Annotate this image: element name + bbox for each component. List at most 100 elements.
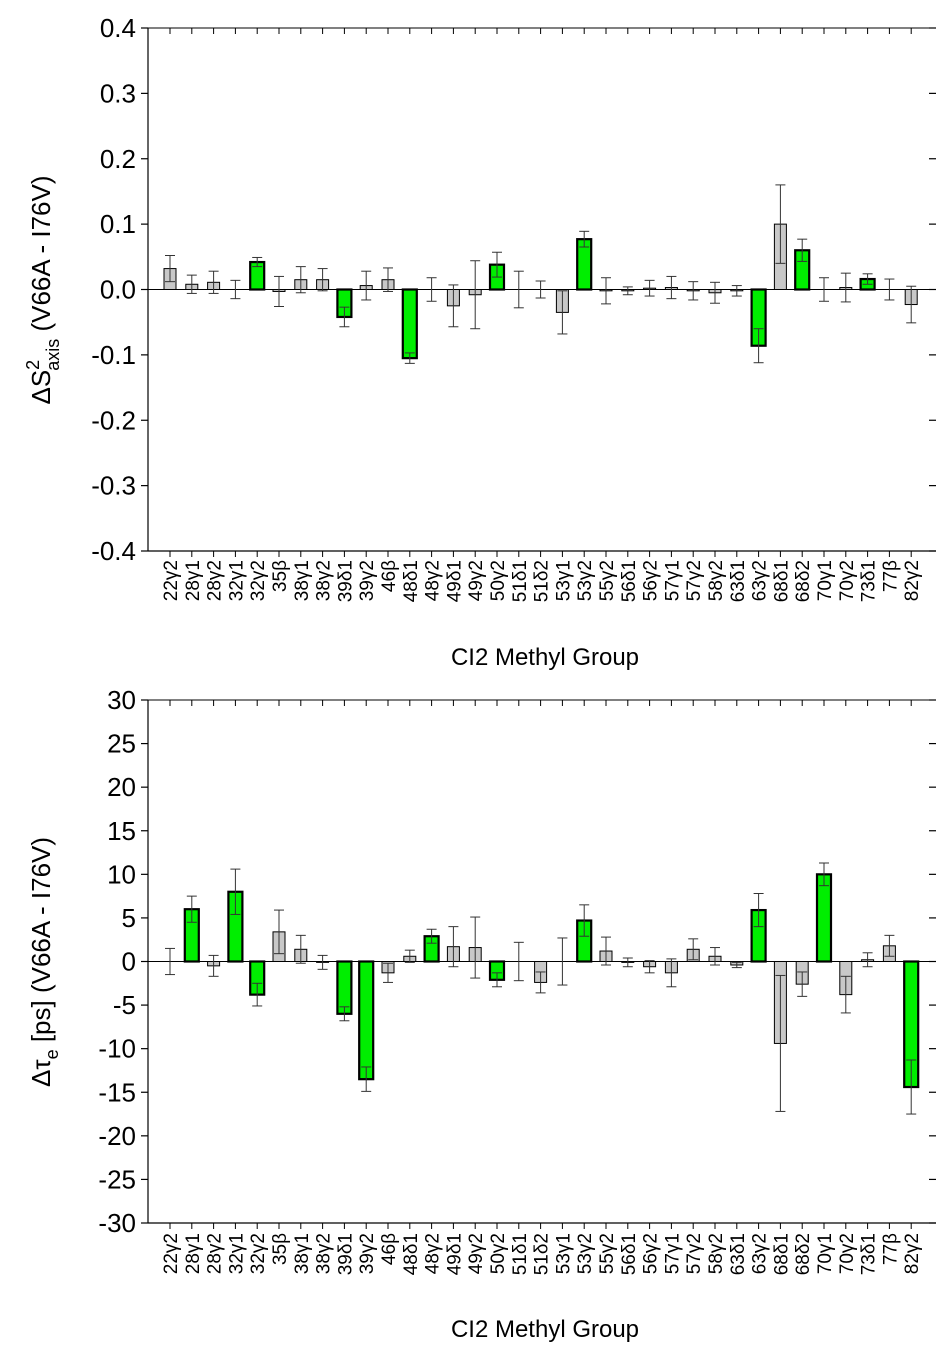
top-xtick-label: 68δ1 bbox=[771, 560, 792, 602]
bottom-xtick-label: 50γ2 bbox=[488, 1233, 509, 1274]
top-xtick-label: 49γ2 bbox=[466, 560, 487, 601]
top-xtick-label: 51δ2 bbox=[532, 560, 553, 602]
top-xtick-label: 38γ1 bbox=[292, 560, 313, 601]
bottom-xtick-label: 82γ2 bbox=[902, 1233, 923, 1274]
top-ytick-label: -0.3 bbox=[91, 471, 136, 501]
top-xtick-label: 39γ2 bbox=[357, 560, 378, 601]
bottom-ytick-label: -5 bbox=[113, 990, 136, 1020]
top-ytick-label: 0.3 bbox=[100, 78, 136, 108]
bottom-xtick-label: 22γ2 bbox=[161, 1233, 182, 1274]
bottom-xtick-label: 73δ1 bbox=[859, 1233, 880, 1275]
bottom-bar-70γ1 bbox=[815, 873, 833, 963]
bottom-xtick-label: 77β bbox=[880, 1233, 901, 1265]
bottom-ytick-label: -25 bbox=[98, 1164, 136, 1194]
top-ytick-label: -0.2 bbox=[91, 405, 136, 435]
bottom-xtick-label: 57γ1 bbox=[662, 1233, 683, 1274]
bottom-xtick-label: 35β bbox=[270, 1233, 291, 1265]
delta-tau-panel: Δτe [ps] (V66A - I76V) CI2 Methyl Group … bbox=[26, 685, 936, 1343]
delta-s2-panel: ΔS2axis (V66A - I76V) CI2 Methyl Group -… bbox=[23, 13, 936, 671]
bottom-x-axis-label: CI2 Methyl Group bbox=[451, 1316, 639, 1343]
top-xtick-label: 28γ2 bbox=[205, 560, 226, 601]
top-xtick-label: 70γ1 bbox=[815, 560, 836, 601]
bottom-xtick-label: 39δ1 bbox=[335, 1233, 356, 1275]
bottom-xtick-label: 39γ2 bbox=[357, 1233, 378, 1274]
bottom-xtick-label: 49γ2 bbox=[466, 1233, 487, 1274]
bottom-ytick-label: 30 bbox=[107, 685, 136, 715]
top-xtick-label: 51δ1 bbox=[510, 560, 531, 602]
top-xtick-label: 22γ2 bbox=[161, 560, 182, 601]
bottom-xtick-label: 53γ1 bbox=[553, 1233, 574, 1274]
top-xtick-label: 73δ1 bbox=[859, 560, 880, 602]
bottom-xtick-label: 32γ2 bbox=[248, 1233, 269, 1274]
bottom-xtick-label: 48δ1 bbox=[401, 1233, 422, 1275]
bottom-xtick-label: 70γ2 bbox=[837, 1233, 858, 1274]
top-xtick-label: 39δ1 bbox=[335, 560, 356, 602]
bottom-xtick-label: 46β bbox=[379, 1233, 400, 1265]
top-xtick-label: 46β bbox=[379, 560, 400, 592]
bottom-xtick-label: 28γ2 bbox=[205, 1233, 226, 1274]
top-xtick-label: 32γ2 bbox=[248, 560, 269, 601]
bottom-xtick-label: 38γ2 bbox=[314, 1233, 335, 1274]
bottom-bar-39γ2 bbox=[358, 960, 375, 1081]
bottom-xtick-label: 56δ1 bbox=[619, 1233, 640, 1275]
bottom-xtick-label: 63δ1 bbox=[728, 1233, 749, 1275]
top-x-axis-label: CI2 Methyl Group bbox=[451, 644, 639, 671]
bottom-xtick-label: 53γ2 bbox=[575, 1233, 596, 1274]
bottom-ytick-label: -15 bbox=[98, 1077, 136, 1107]
top-ytick-label: -0.4 bbox=[91, 536, 136, 566]
bottom-xtick-label: 55γ2 bbox=[597, 1233, 618, 1274]
top-xtick-label: 56γ2 bbox=[641, 560, 662, 601]
top-ytick-label: -0.1 bbox=[91, 340, 136, 370]
top-ytick-label: 0.1 bbox=[100, 209, 136, 239]
bottom-xtick-label: 68δ1 bbox=[771, 1233, 792, 1275]
top-ytick-label: 0.2 bbox=[100, 144, 136, 174]
top-xtick-label: 56δ1 bbox=[619, 560, 640, 602]
top-xtick-label: 63δ1 bbox=[728, 560, 749, 602]
top-ytick-label: 0.0 bbox=[100, 275, 136, 305]
top-y-axis-label: ΔS2axis (V66A - I76V) bbox=[23, 175, 63, 404]
bottom-xtick-label: 48γ2 bbox=[423, 1233, 444, 1274]
top-xtick-label: 68δ2 bbox=[793, 560, 814, 602]
bottom-xtick-label: 51δ2 bbox=[532, 1233, 553, 1275]
top-xtick-label: 57γ1 bbox=[662, 560, 683, 601]
bottom-ytick-label: 0 bbox=[122, 947, 136, 977]
top-xtick-label: 57γ2 bbox=[684, 560, 705, 601]
top-xtick-label: 50γ2 bbox=[488, 560, 509, 601]
top-xtick-label: 58γ2 bbox=[706, 560, 727, 601]
top-xtick-label: 38γ2 bbox=[314, 560, 335, 601]
top-xtick-label: 32γ1 bbox=[226, 560, 247, 601]
bottom-xtick-label: 58γ2 bbox=[706, 1233, 727, 1274]
top-xtick-label: 77β bbox=[880, 560, 901, 592]
top-xtick-label: 55γ2 bbox=[597, 560, 618, 601]
bottom-xtick-label: 51δ1 bbox=[510, 1233, 531, 1275]
bottom-ytick-label: 15 bbox=[107, 816, 136, 846]
bottom-y-axis-label: Δτe [ps] (V66A - I76V) bbox=[26, 837, 62, 1087]
bottom-xtick-label: 38γ1 bbox=[292, 1233, 313, 1274]
bottom-xtick-label: 68δ2 bbox=[793, 1233, 814, 1275]
top-bar-48δ1 bbox=[401, 288, 418, 360]
bottom-ytick-label: -30 bbox=[98, 1208, 136, 1238]
top-xtick-label: 48γ2 bbox=[423, 560, 444, 601]
bottom-ytick-label: -10 bbox=[98, 1034, 136, 1064]
top-xtick-label: 63γ2 bbox=[750, 560, 771, 601]
top-ytick-label: 0.4 bbox=[100, 13, 136, 43]
bottom-ytick-label: -20 bbox=[98, 1121, 136, 1151]
bottom-bar-39δ1 bbox=[336, 960, 353, 1015]
bottom-xtick-label: 57γ2 bbox=[684, 1233, 705, 1274]
bottom-ytick-label: 25 bbox=[107, 729, 136, 759]
top-xtick-label: 82γ2 bbox=[902, 560, 923, 601]
top-xtick-label: 49δ1 bbox=[444, 560, 465, 602]
bottom-ytick-label: 20 bbox=[107, 772, 136, 802]
bottom-ytick-label: 10 bbox=[107, 859, 136, 889]
bottom-ytick-label: 5 bbox=[122, 903, 136, 933]
top-xtick-label: 70γ2 bbox=[837, 560, 858, 601]
bottom-xtick-label: 28γ1 bbox=[183, 1233, 204, 1274]
top-xtick-label: 28γ1 bbox=[183, 560, 204, 601]
top-xtick-label: 53γ2 bbox=[575, 560, 596, 601]
top-xtick-label: 53γ1 bbox=[553, 560, 574, 601]
bottom-xtick-label: 70γ1 bbox=[815, 1233, 836, 1274]
bottom-xtick-label: 49δ1 bbox=[444, 1233, 465, 1275]
bottom-xtick-label: 63γ2 bbox=[750, 1233, 771, 1274]
top-xtick-label: 48δ1 bbox=[401, 560, 422, 602]
